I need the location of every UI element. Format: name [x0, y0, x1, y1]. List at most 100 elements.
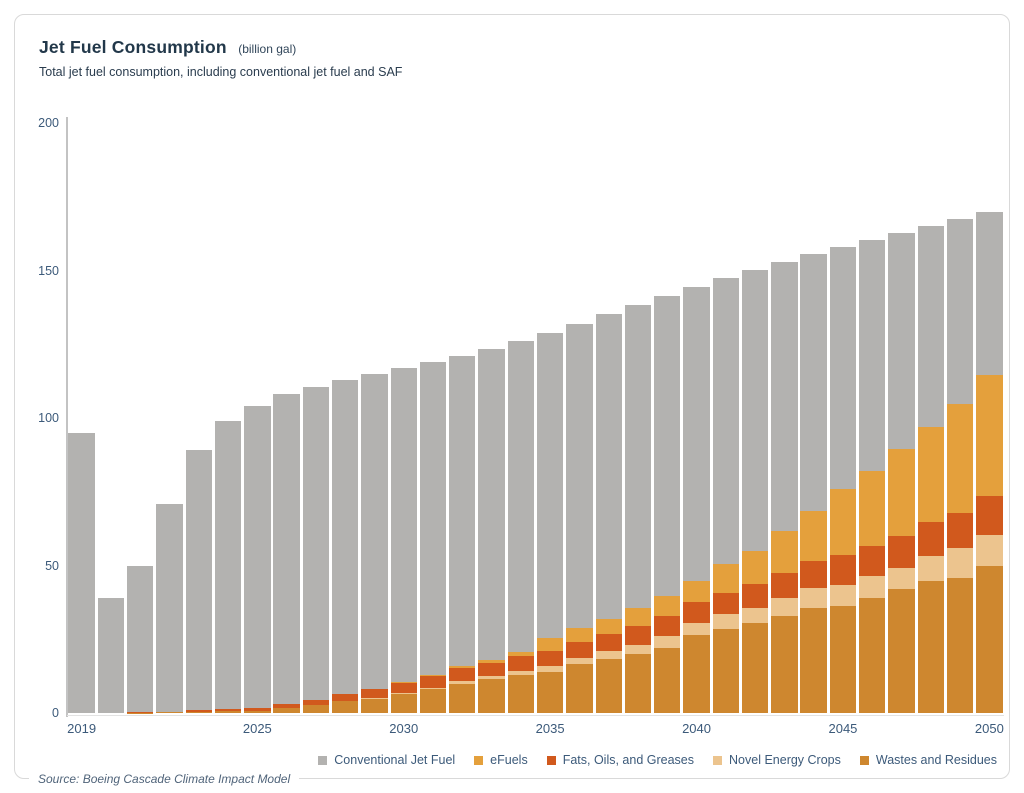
segment-fats-oils-and-greases-2030 [390, 682, 417, 694]
segment-conventional-jet-fuel-2040 [683, 287, 710, 582]
x-tick-2019: 2019 [67, 721, 97, 736]
segment-fats-oils-and-greases-2043 [771, 572, 798, 598]
bar-2035 [536, 332, 564, 713]
segment-fats-oils-and-greases-2024 [214, 709, 242, 712]
source-note: Source: Boeing Cascade Climate Impact Mo… [29, 772, 300, 786]
bar-2042 [741, 269, 769, 713]
bar-2037 [595, 313, 622, 713]
bar-2034 [507, 341, 535, 713]
segment-novel-energy-crops-2048 [917, 556, 944, 582]
segment-efuels-2042 [741, 551, 769, 585]
legend-swatch-icon [859, 755, 869, 765]
y-axis-line [66, 117, 68, 717]
segment-wastes-and-residues-2027 [302, 705, 330, 713]
segment-novel-energy-crops-2040 [683, 622, 710, 636]
y-tick-50: 50 [45, 558, 59, 573]
segment-conventional-jet-fuel-2031 [419, 361, 447, 675]
segment-fats-oils-and-greases-2047 [888, 536, 915, 568]
segment-fats-oils-and-greases-2050 [976, 496, 1003, 535]
segment-wastes-and-residues-2026 [273, 708, 300, 713]
bar-2022 [156, 503, 183, 713]
legend-swatch-icon [546, 755, 556, 765]
segment-conventional-jet-fuel-2045 [829, 246, 857, 490]
segment-conventional-jet-fuel-2022 [156, 503, 183, 712]
segment-wastes-and-residues-2046 [859, 597, 886, 713]
segment-novel-energy-crops-2039 [654, 636, 681, 648]
bar-2020 [97, 597, 125, 713]
segment-efuels-2031 [419, 674, 447, 677]
segment-conventional-jet-fuel-2023 [185, 450, 212, 711]
x-tick-2030: 2030 [389, 721, 419, 736]
legend-swatch-icon [474, 755, 484, 765]
segment-fats-oils-and-greases-2044 [800, 561, 827, 588]
segment-conventional-jet-fuel-2021 [127, 565, 154, 713]
segment-novel-energy-crops-2036 [566, 657, 593, 665]
segment-conventional-jet-fuel-2020 [97, 597, 125, 713]
segment-conventional-jet-fuel-2042 [741, 269, 769, 552]
segment-efuels-2043 [771, 531, 798, 573]
segment-novel-energy-crops-2041 [712, 614, 739, 630]
segment-conventional-jet-fuel-2050 [976, 212, 1003, 376]
bar-2024 [214, 420, 242, 713]
segment-fats-oils-and-greases-2023 [185, 710, 212, 712]
segment-efuels-2032 [449, 666, 476, 669]
bar-2021 [127, 565, 154, 713]
bar-2031 [419, 361, 447, 713]
bar-2026 [273, 394, 300, 713]
segment-novel-energy-crops-2029 [361, 698, 388, 699]
segment-fats-oils-and-greases-2026 [273, 704, 300, 709]
segment-conventional-jet-fuel-2046 [859, 240, 886, 472]
segment-wastes-and-residues-2047 [888, 589, 915, 713]
segment-fats-oils-and-greases-2028 [331, 694, 359, 702]
segment-novel-energy-crops-2045 [829, 584, 857, 606]
segment-conventional-jet-fuel-2047 [888, 233, 915, 450]
y-tick-100: 100 [38, 411, 59, 425]
segment-fats-oils-and-greases-2025 [244, 707, 271, 711]
segment-wastes-and-residues-2025 [244, 710, 271, 713]
segment-conventional-jet-fuel-2024 [214, 420, 242, 710]
segment-fats-oils-and-greases-2036 [566, 641, 593, 658]
bar-2033 [478, 349, 505, 713]
segment-efuels-2037 [595, 619, 622, 635]
segment-conventional-jet-fuel-2019 [68, 432, 95, 713]
segment-fats-oils-and-greases-2031 [419, 676, 447, 688]
segment-fats-oils-and-greases-2032 [449, 668, 476, 682]
segment-novel-energy-crops-2042 [741, 607, 769, 624]
segment-wastes-and-residues-2023 [185, 711, 212, 713]
segment-wastes-and-residues-2042 [741, 623, 769, 713]
x-tick-2050: 2050 [974, 721, 1004, 736]
segment-efuels-2039 [654, 595, 681, 616]
legend-label: Fats, Oils, and Greases [562, 753, 695, 767]
bar-2028 [331, 379, 359, 713]
legend-swatch-icon [318, 755, 328, 765]
segment-wastes-and-residues-2044 [800, 607, 827, 713]
segment-wastes-and-residues-2022 [156, 712, 183, 713]
segment-efuels-2035 [536, 638, 564, 652]
bar-2027 [302, 387, 330, 713]
segment-wastes-and-residues-2032 [449, 683, 476, 713]
segment-wastes-and-residues-2048 [917, 581, 944, 713]
segment-fats-oils-and-greases-2037 [595, 634, 622, 652]
segment-fats-oils-and-greases-2029 [361, 689, 388, 699]
segment-fats-oils-and-greases-2040 [683, 602, 710, 623]
bar-2019 [68, 432, 95, 713]
segment-conventional-jet-fuel-2030 [390, 367, 417, 682]
bar-2029 [361, 373, 388, 713]
segment-efuels-2040 [683, 581, 710, 603]
segment-efuels-2033 [478, 659, 505, 663]
segment-novel-energy-crops-2031 [419, 687, 447, 690]
chart-subtitle: Total jet fuel consumption, including co… [39, 65, 403, 79]
segment-wastes-and-residues-2041 [712, 629, 739, 713]
segment-novel-energy-crops-2038 [624, 644, 652, 655]
segment-wastes-and-residues-2045 [829, 605, 857, 713]
legend-item-wastes-and-residues: Wastes and Residues [859, 753, 997, 767]
segment-novel-energy-crops-2046 [859, 576, 886, 598]
segment-efuels-2046 [859, 471, 886, 547]
segment-conventional-jet-fuel-2026 [273, 394, 300, 705]
segment-fats-oils-and-greases-2042 [741, 584, 769, 608]
segment-wastes-and-residues-2038 [624, 654, 652, 713]
segment-wastes-and-residues-2039 [654, 647, 681, 713]
segment-fats-oils-and-greases-2048 [917, 522, 944, 557]
segment-efuels-2050 [976, 375, 1003, 497]
segment-fats-oils-and-greases-2027 [302, 700, 330, 706]
